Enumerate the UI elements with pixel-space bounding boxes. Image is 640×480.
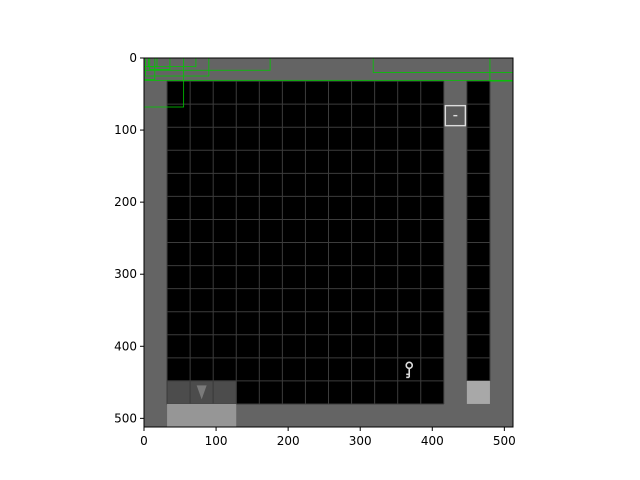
x-tick-label: 400 bbox=[421, 434, 444, 448]
x-axis: 0 100 200 300 400 500 bbox=[140, 427, 516, 448]
y-axis: 0 100 200 300 400 500 bbox=[114, 51, 144, 425]
y-tick-label: 0 bbox=[129, 51, 137, 65]
triangle-down-icon bbox=[196, 385, 207, 400]
x-tick-label: 0 bbox=[140, 434, 148, 448]
door-tile bbox=[466, 380, 490, 404]
inventory-bar bbox=[167, 403, 237, 427]
y-tick-label: 100 bbox=[114, 123, 137, 137]
y-tick-label: 300 bbox=[114, 267, 137, 281]
x-tick-label: 500 bbox=[493, 434, 516, 448]
y-tick-label: 500 bbox=[114, 411, 137, 425]
game-board bbox=[143, 57, 514, 427]
key-icon bbox=[405, 361, 414, 379]
y-tick-label: 200 bbox=[114, 195, 137, 209]
inventory-slot bbox=[212, 380, 237, 405]
x-tick-label: 200 bbox=[277, 434, 300, 448]
x-tick-label: 100 bbox=[205, 434, 228, 448]
y-tick-label: 400 bbox=[114, 339, 137, 353]
corridor-region bbox=[466, 81, 490, 381]
sign-icon bbox=[444, 104, 467, 127]
plot-frame bbox=[143, 57, 514, 428]
x-tick-label: 300 bbox=[349, 434, 372, 448]
inventory-slot bbox=[166, 380, 191, 405]
